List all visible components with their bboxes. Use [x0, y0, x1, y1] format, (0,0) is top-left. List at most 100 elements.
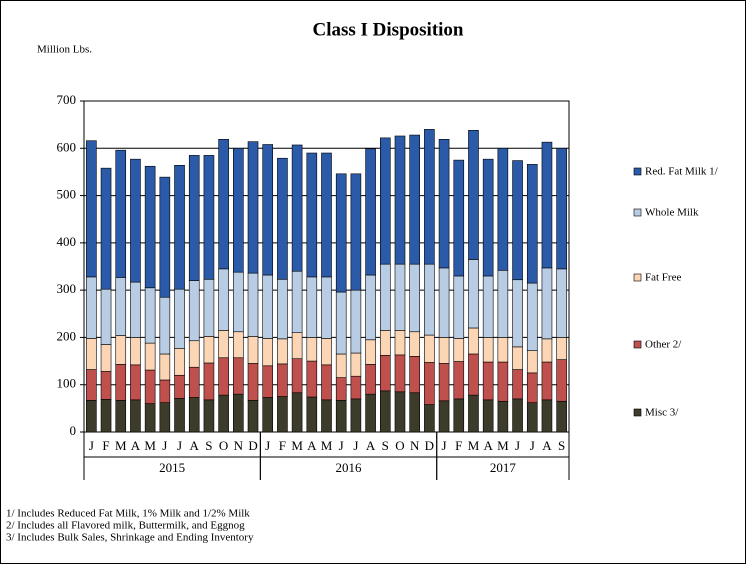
x-tick-label: J	[265, 438, 270, 453]
bar-segment	[306, 396, 318, 433]
legend-label: Red. Fat Milk 1/	[645, 166, 719, 178]
legend-label: Misc 3/	[645, 407, 679, 419]
bar-segment	[424, 404, 435, 433]
bar-segment	[115, 335, 127, 365]
bar-segment	[468, 327, 479, 355]
bar-segment	[277, 363, 288, 397]
bar-segment	[541, 141, 553, 269]
x-tick-label: J	[353, 438, 358, 453]
bar-segment	[247, 272, 259, 337]
bar-segment	[438, 267, 450, 338]
x-tick-label: M	[321, 438, 333, 453]
legend-label: Fat Free	[645, 272, 681, 284]
bar-segment	[424, 362, 435, 405]
bar-segment	[174, 374, 185, 399]
bar-segment	[247, 363, 259, 401]
group-label: 2016	[336, 460, 363, 475]
bar-segment	[291, 270, 303, 334]
bar-segment	[497, 361, 509, 402]
x-tick-label: S	[558, 438, 565, 453]
x-tick-label: A	[307, 438, 317, 453]
x-tick-label: A	[483, 438, 493, 453]
bar-segment	[277, 157, 288, 280]
bar-segment	[203, 155, 215, 280]
bar-segment	[438, 400, 450, 433]
bar-segment	[86, 140, 97, 278]
footnote: 3/ Includes Bulk Sales, Shrinkage and En…	[6, 532, 254, 544]
bar-segment	[409, 331, 420, 357]
x-tick-label: J	[530, 438, 535, 453]
x-tick-label: J	[162, 438, 167, 453]
bar-segment	[350, 375, 362, 400]
bar-segment	[541, 399, 553, 433]
x-tick-label: M	[291, 438, 303, 453]
bar-segment	[394, 135, 406, 265]
bar-segment	[233, 393, 244, 433]
x-tick-label: D	[248, 438, 257, 453]
bar-segment	[247, 400, 259, 433]
x-tick-label: M	[115, 438, 127, 453]
bar-segment	[365, 339, 376, 365]
bar-segment	[482, 158, 494, 277]
x-tick-label: N	[234, 438, 244, 453]
x-tick-label: J	[442, 438, 447, 453]
bar-segment	[144, 165, 156, 289]
bar-segment	[335, 400, 347, 433]
x-tick-label: A	[190, 438, 200, 453]
bar-segment	[541, 267, 553, 340]
legend-swatch	[633, 167, 642, 176]
bar-segment	[277, 338, 288, 365]
group-label: 2015	[159, 460, 185, 475]
bar-segment	[379, 137, 391, 265]
bar-segment	[541, 338, 553, 363]
bar-segment	[365, 364, 376, 395]
bar-segment	[482, 337, 494, 363]
bar-segment	[394, 263, 406, 331]
bar-segment	[159, 176, 171, 298]
x-tick-label: F	[455, 438, 462, 453]
bar-segment	[130, 399, 141, 433]
y-tick-label: 400	[57, 234, 77, 249]
bar-segment	[130, 158, 141, 283]
bar-segment	[247, 336, 259, 364]
bar-segment	[218, 330, 229, 359]
bar-segment	[188, 366, 200, 398]
bar-segment	[350, 173, 362, 291]
bar-segment	[218, 394, 229, 433]
bar-segment	[144, 342, 156, 371]
bar-segment	[174, 348, 185, 376]
bar-segment	[86, 369, 97, 401]
bar-segment	[424, 334, 435, 363]
bar-segment	[394, 330, 406, 356]
bar-segment	[365, 393, 376, 433]
bar-segment	[512, 279, 523, 348]
bar-segment	[512, 369, 523, 400]
bar-segment	[394, 354, 406, 393]
bar-segment	[482, 399, 494, 433]
bar-segment	[512, 398, 523, 433]
bar-segment	[188, 280, 200, 342]
bar-segment	[365, 274, 376, 341]
bar-segment	[335, 353, 347, 378]
bar-segment	[306, 337, 318, 362]
bar-segment	[556, 400, 567, 433]
bar-segment	[453, 275, 465, 339]
x-tick-label: N	[410, 438, 420, 453]
bar-segment	[453, 338, 465, 362]
bar-segment	[233, 147, 244, 273]
x-tick-label: S	[382, 438, 389, 453]
bar-segment	[379, 263, 391, 331]
bar-segment	[115, 277, 127, 336]
bar-segment	[321, 152, 332, 278]
bar-segment	[365, 148, 376, 276]
bar-segment	[203, 399, 215, 433]
bar-segment	[159, 353, 171, 381]
bar-segment	[144, 287, 156, 344]
bar-segment	[526, 372, 538, 403]
bar-segment	[424, 263, 435, 336]
bar-segment	[233, 331, 244, 359]
bar-segment	[277, 396, 288, 433]
y-tick-label: 0	[70, 423, 77, 438]
bar-segment	[468, 353, 479, 396]
bar-segment	[497, 337, 509, 363]
